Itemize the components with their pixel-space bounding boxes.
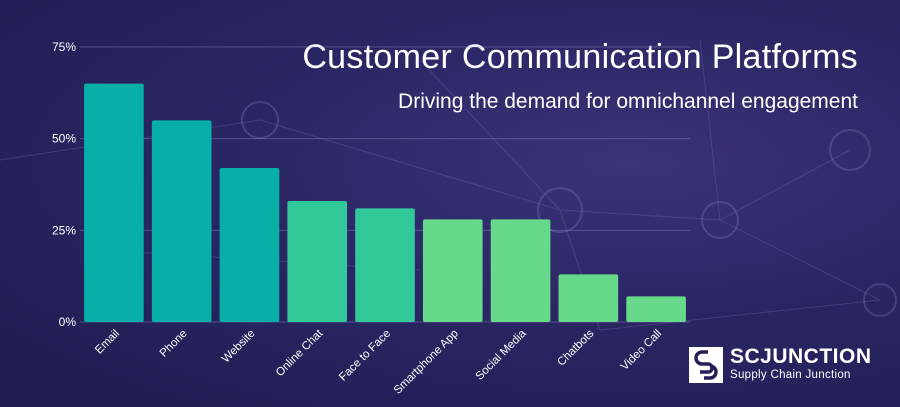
y-tick-label: 50%	[52, 132, 76, 146]
bar-chatbots	[558, 274, 619, 322]
bar-face-to-face	[355, 208, 415, 322]
x-tick-label: Phone	[158, 328, 190, 360]
logo-name: SCJUNCTION	[730, 345, 872, 368]
y-tick-label: 0%	[59, 315, 77, 329]
bars	[84, 83, 686, 323]
bar-video-call	[626, 296, 686, 322]
bar-smartphone-app	[422, 219, 483, 322]
x-tick-label: Social Media	[474, 327, 529, 382]
y-tick-label: 75%	[52, 40, 76, 54]
x-tick-label: Email	[93, 328, 122, 357]
x-axis-labels: Email Phone Website Online Chat Face to Face…	[93, 327, 664, 397]
y-tick-label: 25%	[52, 223, 76, 237]
x-tick-label: Face to Face	[337, 328, 393, 384]
bar-phone	[151, 120, 212, 322]
y-axis-ticks: 0% 25% 50% 75%	[52, 40, 76, 329]
logo-tagline: Supply Chain Junction	[730, 369, 851, 381]
bar-social-media	[490, 219, 551, 322]
bar-website	[219, 168, 280, 322]
x-tick-label: Video Call	[619, 328, 664, 373]
x-tick-label: Website	[220, 328, 258, 366]
scjunction-logo: SCJUNCTION Supply Chain Junction	[688, 345, 871, 386]
chain-link-icon	[689, 347, 723, 383]
x-tick-label: Chatbots	[555, 327, 596, 368]
bar-email	[84, 83, 144, 323]
bar-online-chat	[287, 201, 348, 322]
chart-title: Customer Communication Platforms	[302, 38, 858, 76]
x-tick-label: Smartphone App	[392, 328, 461, 397]
chart-subtitle: Driving the demand for omnichannel engag…	[398, 90, 858, 113]
x-tick-label: Online Chat	[274, 327, 326, 379]
